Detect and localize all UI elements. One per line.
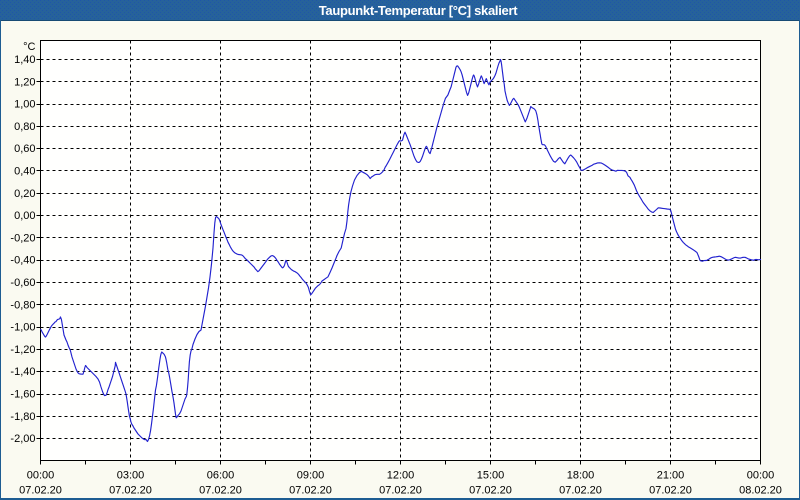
svg-text:07.02.20: 07.02.20 (469, 485, 512, 497)
svg-text:08.02.20: 08.02.20 (739, 485, 782, 497)
svg-text:03:00: 03:00 (117, 470, 145, 482)
svg-text:-1,00: -1,00 (10, 322, 35, 334)
svg-text:-0,80: -0,80 (10, 299, 35, 311)
svg-text:00:00: 00:00 (747, 470, 775, 482)
svg-text:12:00: 12:00 (387, 470, 415, 482)
svg-text:°C: °C (23, 41, 35, 53)
svg-text:06:00: 06:00 (207, 470, 235, 482)
svg-text:18:00: 18:00 (567, 470, 595, 482)
svg-text:0,80: 0,80 (14, 121, 35, 133)
svg-text:07.02.20: 07.02.20 (649, 485, 692, 497)
svg-text:-0,20: -0,20 (10, 232, 35, 244)
svg-text:-2,00: -2,00 (10, 433, 35, 445)
svg-text:-1,20: -1,20 (10, 344, 35, 356)
svg-text:00:00: 00:00 (27, 470, 55, 482)
svg-text:09:00: 09:00 (297, 470, 325, 482)
svg-text:07.02.20: 07.02.20 (379, 485, 422, 497)
svg-text:07.02.20: 07.02.20 (199, 485, 242, 497)
svg-text:0,20: 0,20 (14, 188, 35, 200)
svg-text:21:00: 21:00 (657, 470, 685, 482)
svg-text:-1,80: -1,80 (10, 411, 35, 423)
svg-text:-0,40: -0,40 (10, 255, 35, 267)
svg-text:0,60: 0,60 (14, 143, 35, 155)
svg-text:07.02.20: 07.02.20 (19, 485, 62, 497)
svg-text:-0,60: -0,60 (10, 277, 35, 289)
svg-text:15:00: 15:00 (477, 470, 505, 482)
svg-text:07.02.20: 07.02.20 (559, 485, 602, 497)
svg-text:1,20: 1,20 (14, 76, 35, 88)
svg-text:1,40: 1,40 (14, 54, 35, 66)
svg-text:-1,40: -1,40 (10, 366, 35, 378)
svg-text:-1,60: -1,60 (10, 389, 35, 401)
svg-text:07.02.20: 07.02.20 (289, 485, 332, 497)
svg-text:0,40: 0,40 (14, 166, 35, 178)
svg-text:0,00: 0,00 (14, 210, 35, 222)
svg-text:1,00: 1,00 (14, 99, 35, 111)
svg-text:07.02.20: 07.02.20 (109, 485, 152, 497)
